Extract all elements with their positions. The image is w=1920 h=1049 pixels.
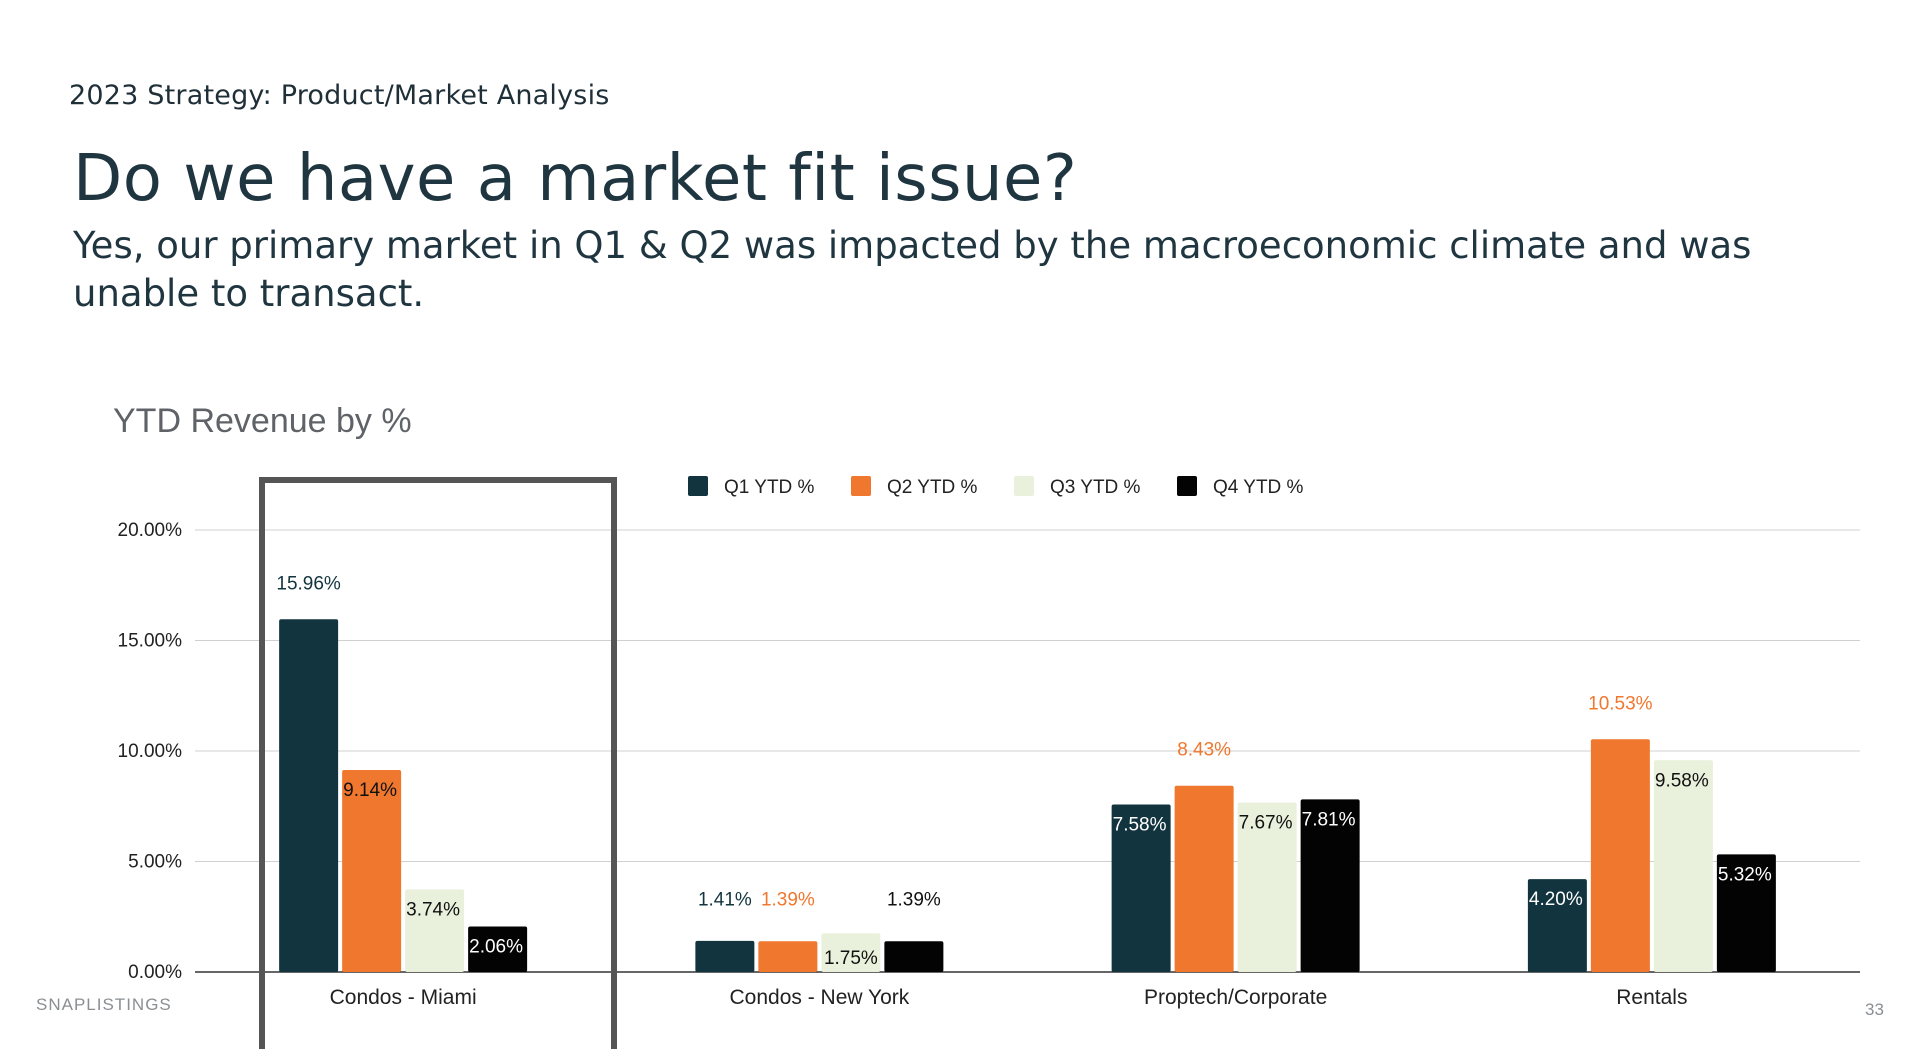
x-tick-label: Condos - Miami	[330, 986, 477, 1009]
slide-kicker: 2023 Strategy: Product/Market Analysis	[69, 80, 610, 111]
bar	[1111, 804, 1171, 972]
legend-swatch	[851, 476, 871, 496]
data-label: 3.74%	[406, 899, 460, 920]
page-number: 33	[1865, 1000, 1884, 1019]
bar	[695, 940, 755, 972]
y-tick-label: 20.00%	[118, 520, 183, 541]
legend-swatch	[1177, 476, 1197, 496]
bar	[342, 770, 402, 972]
data-label: 8.43%	[1177, 740, 1231, 761]
bar	[1590, 739, 1650, 972]
x-axis-labels: Condos - Miami Condos - New York Proptech/…	[330, 986, 1688, 1009]
legend: Q1 YTD % Q2 YTD % Q3 YTD % Q4 YTD %	[688, 476, 1304, 498]
data-label: 4.20%	[1529, 889, 1583, 910]
data-label: 1.39%	[761, 889, 815, 910]
highlight-box	[259, 477, 617, 1049]
x-tick-label: Proptech/Corporate	[1144, 986, 1327, 1009]
bar	[1653, 760, 1713, 972]
data-label: 7.81%	[1302, 809, 1356, 830]
legend-label: Q1 YTD %	[724, 477, 815, 498]
bar	[1716, 854, 1776, 972]
data-label: 10.53%	[1588, 693, 1653, 714]
legend-swatch	[688, 476, 708, 496]
legend-label: Q4 YTD %	[1213, 477, 1304, 498]
data-label: 9.14%	[343, 780, 397, 801]
bar	[279, 619, 339, 972]
slide-headline: Do we have a market fit issue?	[73, 142, 1078, 216]
bar	[468, 926, 528, 972]
y-axis-ticks: 0.00% 5.00% 10.00% 15.00% 20.00%	[118, 520, 183, 983]
bar	[1174, 785, 1234, 972]
legend-label: Q3 YTD %	[1050, 477, 1141, 498]
y-tick-label: 5.00%	[128, 852, 182, 873]
bar	[405, 889, 465, 972]
data-label: 1.75%	[824, 948, 878, 969]
slide-subhead: Yes, our primary market in Q1 & Q2 was i…	[73, 224, 1752, 315]
data-label: 15.96%	[276, 573, 341, 594]
data-label: 5.32%	[1718, 864, 1772, 885]
data-label: 9.58%	[1655, 770, 1709, 791]
bar	[1300, 799, 1360, 972]
bar	[821, 933, 881, 972]
data-label: 1.41%	[698, 889, 752, 910]
chart-title: YTD Revenue by %	[113, 402, 412, 440]
data-label: 7.58%	[1113, 814, 1167, 835]
y-tick-label: 10.00%	[118, 741, 183, 762]
y-tick-label: 0.00%	[128, 962, 182, 983]
bar	[758, 941, 818, 972]
footer-brand: SNAPLISTINGS	[36, 995, 172, 1014]
data-labels: 15.96% 9.14% 3.74% 2.06% 1.41% 1.39% 1.75% 1.39…	[276, 573, 1771, 969]
y-tick-label: 15.00%	[118, 631, 183, 652]
x-tick-label: Rentals	[1616, 986, 1687, 1009]
legend-label: Q2 YTD %	[887, 477, 978, 498]
data-label: 2.06%	[469, 936, 523, 957]
bars	[279, 619, 1776, 972]
data-label: 7.67%	[1239, 812, 1293, 833]
data-label: 1.39%	[887, 889, 941, 910]
bar	[884, 941, 944, 972]
bar	[1527, 879, 1587, 972]
bar	[1237, 802, 1297, 972]
x-tick-label: Condos - New York	[729, 986, 909, 1009]
legend-swatch	[1014, 476, 1034, 496]
